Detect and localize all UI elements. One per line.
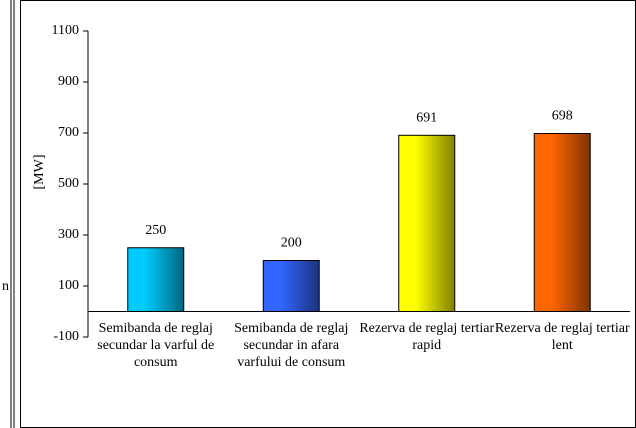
y-tick-label: 300	[58, 227, 79, 242]
bar-shade	[398, 135, 455, 312]
y-tick-label: 900	[58, 74, 79, 89]
text-fragment: n	[2, 279, 9, 294]
x-tick-label: Semibanda de reglaj secundar in afara va…	[234, 320, 349, 370]
bar-shade	[127, 247, 184, 312]
y-tick-label: 100	[58, 278, 79, 293]
x-tick-label: Rezerva de reglaj tertiar lent	[494, 320, 630, 353]
y-tick-label: 1100	[52, 23, 79, 38]
y-tick-label: -100	[53, 329, 79, 344]
y-axis-label: [MW]	[32, 155, 47, 190]
value-label: 250	[145, 223, 166, 238]
value-label: 698	[552, 109, 573, 124]
y-tick-label: 500	[58, 176, 79, 191]
bar-shade	[263, 260, 320, 312]
y-tick-label: 700	[58, 125, 79, 140]
value-label: 200	[281, 236, 302, 251]
bar-shade	[534, 133, 591, 312]
value-label: 691	[416, 111, 437, 126]
x-tick-label: Rezerva de reglaj tertiar rapid	[359, 320, 495, 353]
x-tick-label: Semibanda de reglaj secundar la varful d…	[97, 320, 215, 370]
